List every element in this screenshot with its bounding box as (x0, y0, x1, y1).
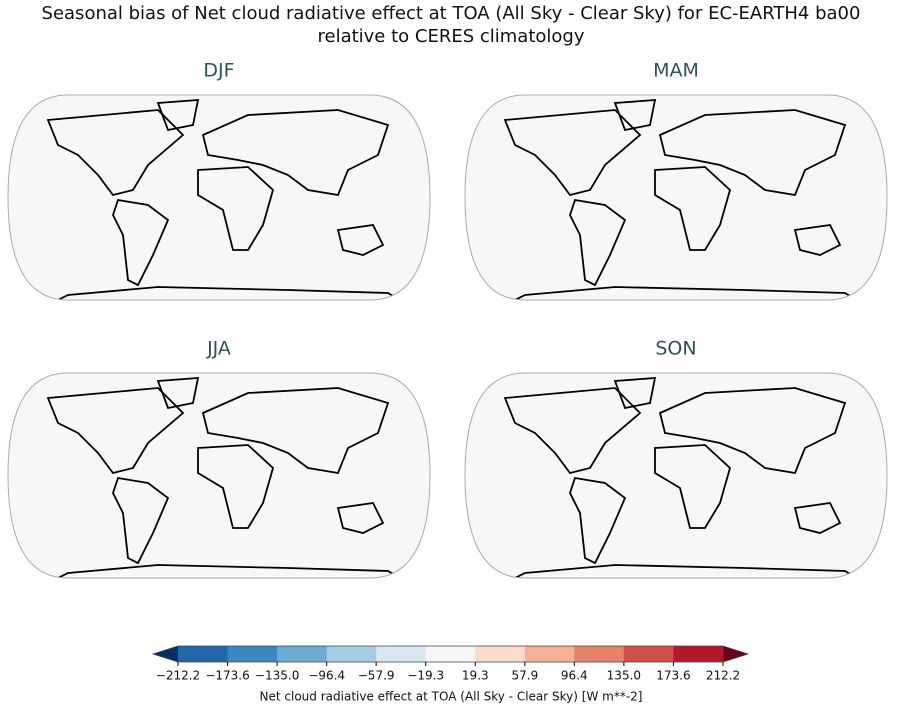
colorbar-tick-label: −173.6 (205, 669, 249, 683)
panel-title: SON (655, 338, 696, 360)
colorbar-tick-label: −212.2 (156, 669, 200, 683)
map-panel: JJA (8, 338, 430, 584)
map-panel: SON (465, 338, 887, 584)
colorbar-tick-label: 57.9 (511, 669, 538, 683)
colorbar-box (376, 646, 427, 662)
map-panel: MAM (465, 60, 887, 306)
colorbar-over (723, 646, 748, 662)
colorbar-box (178, 646, 229, 662)
colorbar-box (277, 646, 328, 662)
map (465, 373, 887, 583)
colorbar-tick-label: −19.3 (407, 669, 444, 683)
map (8, 373, 430, 583)
colorbar-tick-label: −96.4 (308, 669, 345, 683)
figure-subtitle: relative to CERES climatology (317, 26, 584, 47)
colorbar-box (326, 646, 377, 662)
colorbar-tick-label: 173.6 (656, 669, 690, 683)
colorbar-under (153, 646, 178, 662)
colorbar-tick-label: 212.2 (706, 669, 740, 683)
colorbar-tick-label: 135.0 (607, 669, 641, 683)
colorbar-box (425, 646, 476, 662)
map (465, 95, 887, 305)
panel-title: MAM (653, 60, 699, 82)
colorbar-box (673, 646, 724, 662)
colorbar: −212.2 −173.6 −135.0 −96.4 −57.9 −19.3 19.3 57.… (151, 645, 750, 683)
colorbar-box (227, 646, 278, 662)
panels: DJF MAM JJA SON (8, 60, 887, 584)
colorbar-tick-label: −57.9 (358, 669, 395, 683)
colorbar-tick-label: −135.0 (255, 669, 299, 683)
map-panel: DJF (8, 60, 430, 306)
panel-title: JJA (206, 338, 231, 360)
colorbar-box (475, 646, 526, 662)
colorbar-label: Net cloud radiative effect at TOA (All S… (260, 690, 643, 704)
panel-title: DJF (203, 60, 234, 82)
colorbar-box (524, 646, 575, 662)
map (8, 95, 430, 305)
figure-title: Seasonal bias of Net cloud radiative eff… (42, 3, 861, 24)
colorbar-box (623, 646, 674, 662)
colorbar-tick-label: 19.3 (462, 669, 489, 683)
colorbar-box (574, 646, 625, 662)
colorbar-tick-label: 96.4 (561, 669, 588, 683)
